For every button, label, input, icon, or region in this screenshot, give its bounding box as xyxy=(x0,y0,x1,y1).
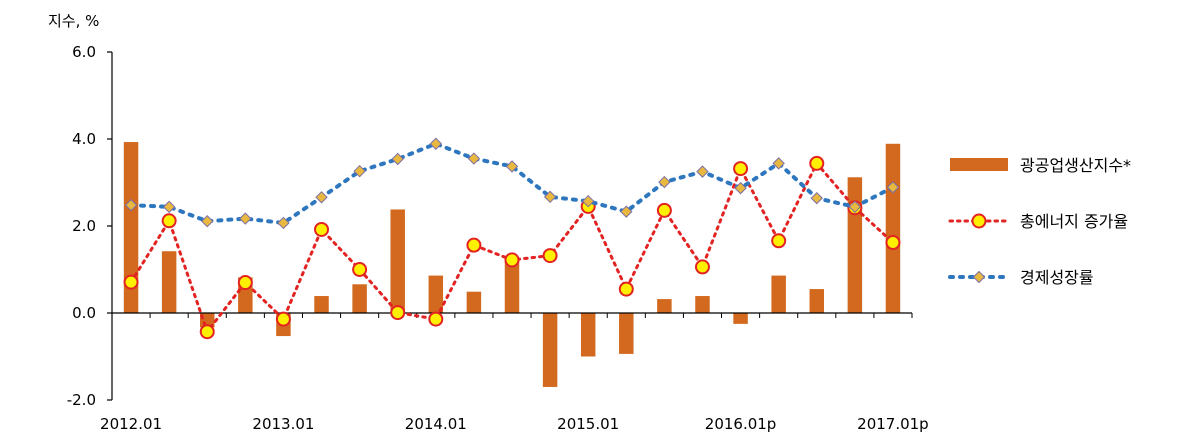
legend-label: 광공업생산지수* xyxy=(1020,156,1131,175)
data-point xyxy=(504,252,520,268)
data-point xyxy=(390,305,406,321)
bar xyxy=(885,143,901,313)
data-point xyxy=(620,205,633,218)
bar xyxy=(809,289,824,313)
data-point xyxy=(658,175,671,189)
data-point xyxy=(277,216,290,230)
data-point xyxy=(123,274,139,290)
data-point xyxy=(618,281,634,297)
bar xyxy=(428,275,444,313)
data-point xyxy=(809,155,825,171)
bar xyxy=(580,313,596,357)
data-point xyxy=(201,215,214,228)
bar xyxy=(619,313,634,354)
data-point xyxy=(656,202,672,218)
bar xyxy=(695,296,710,313)
y-tick-label: 0.0 xyxy=(72,304,96,322)
x-tick-label: 2014.01 xyxy=(405,415,467,433)
data-point xyxy=(353,164,366,178)
bar xyxy=(390,209,405,313)
data-point xyxy=(771,233,787,249)
data-point xyxy=(696,165,709,178)
legend-swatch-bar xyxy=(950,158,1008,171)
data-point xyxy=(237,275,253,291)
x-tick-label: 2013.01 xyxy=(252,415,314,433)
bar xyxy=(542,313,558,387)
legend-marker xyxy=(972,270,986,284)
data-point xyxy=(810,191,823,205)
data-point xyxy=(391,152,404,166)
line-series xyxy=(123,137,901,340)
bar xyxy=(847,177,863,313)
data-point xyxy=(352,262,368,277)
legend-label: 경제성장률 xyxy=(1020,268,1094,287)
y-axis: 6.0 4.0 2.0 0.0 -2.0 xyxy=(67,43,113,409)
x-axis: 2012.01 2013.01 2014.01 2015.01 2016.01p 2017… xyxy=(100,312,929,433)
data-point xyxy=(848,200,862,214)
data-point xyxy=(161,213,177,229)
bar xyxy=(314,296,329,313)
data-point xyxy=(124,198,138,212)
bar xyxy=(504,258,520,313)
data-point xyxy=(467,152,481,165)
data-point xyxy=(428,311,444,327)
data-point xyxy=(429,137,443,150)
data-point xyxy=(199,324,215,340)
data-point xyxy=(239,212,252,225)
x-tick-label: 2012.01 xyxy=(100,415,162,433)
data-point xyxy=(734,181,747,195)
y-tick-label: 2.0 xyxy=(72,217,96,235)
bar xyxy=(733,313,748,324)
data-point xyxy=(314,221,330,237)
legend-label: 총에너지 증가율 xyxy=(1020,212,1128,231)
data-point xyxy=(162,200,176,214)
data-point xyxy=(543,190,557,204)
data-point xyxy=(275,311,291,327)
bar xyxy=(466,291,482,313)
data-point xyxy=(581,194,595,208)
y-tick-label: 6.0 xyxy=(72,43,96,61)
line-series-group xyxy=(124,137,900,230)
bar xyxy=(123,142,139,313)
data-point xyxy=(885,235,901,251)
data-point xyxy=(772,157,785,170)
bar xyxy=(352,284,367,313)
bar xyxy=(161,251,177,313)
bar xyxy=(657,299,672,313)
bar xyxy=(771,275,786,313)
data-point xyxy=(466,237,482,253)
x-tick-label: 2015.01 xyxy=(557,415,619,433)
data-point xyxy=(505,160,519,173)
data-point xyxy=(886,181,900,194)
y-tick-label: -2.0 xyxy=(67,391,96,409)
data-point xyxy=(694,259,710,275)
y-tick-label: 4.0 xyxy=(72,130,96,148)
y-unit-label: 지수, % xyxy=(48,12,99,30)
data-point xyxy=(542,248,558,264)
series-line xyxy=(129,141,895,226)
legend-marker xyxy=(971,213,987,229)
x-tick-label: 2016.01p xyxy=(705,415,777,433)
data-point xyxy=(315,191,328,204)
data-point xyxy=(733,161,749,177)
x-tick-label: 2017.01p xyxy=(857,415,929,433)
